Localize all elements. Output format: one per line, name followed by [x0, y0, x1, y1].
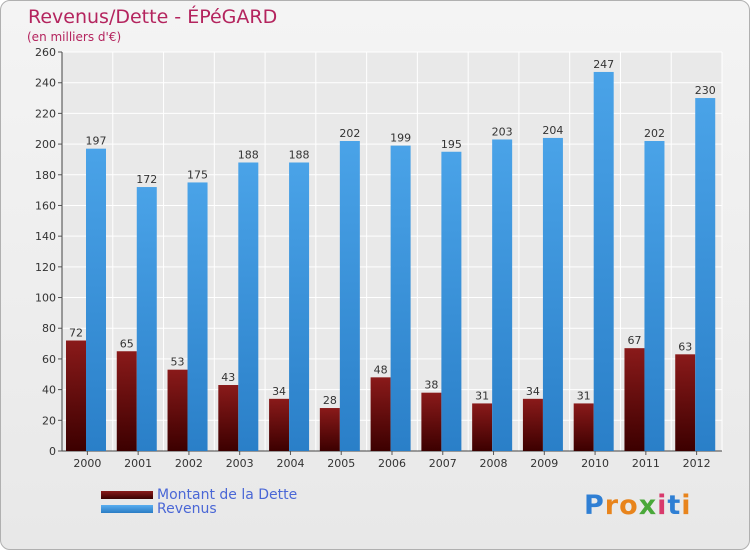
bar-revenus [695, 98, 716, 452]
bar-dette [269, 398, 290, 451]
data-label-revenus: 204 [542, 124, 563, 137]
x-tick-label: 2007 [429, 457, 457, 470]
bar-revenus [187, 182, 208, 451]
bar-dette [421, 392, 442, 451]
data-label-revenus: 172 [136, 173, 157, 186]
y-tick-label: 140 [35, 230, 56, 243]
bar-revenus [339, 141, 360, 451]
data-label-revenus: 197 [86, 135, 107, 148]
data-label-dette: 72 [69, 327, 83, 340]
bar-dette [675, 354, 696, 451]
legend-swatch-revenus [101, 505, 153, 513]
data-label-dette: 31 [577, 389, 591, 402]
bar-revenus [644, 141, 665, 451]
bar-revenus [492, 139, 513, 451]
data-label-dette: 53 [171, 356, 185, 369]
bar-revenus [86, 148, 106, 451]
data-label-dette: 63 [678, 340, 692, 353]
x-tick-label: 2008 [480, 457, 508, 470]
data-label-revenus: 202 [339, 127, 360, 140]
logo-letter: r [604, 490, 620, 521]
data-label-dette: 48 [374, 363, 388, 376]
y-tick-label: 60 [42, 353, 56, 366]
x-tick-label: 2001 [124, 457, 152, 470]
data-label-dette: 65 [120, 337, 134, 350]
y-tick-label: 200 [35, 138, 56, 151]
x-tick-label: 2011 [632, 457, 660, 470]
bar-dette [370, 377, 391, 451]
data-label-revenus: 230 [695, 84, 716, 97]
logo-letter: t [667, 490, 682, 521]
data-label-revenus: 202 [644, 127, 665, 140]
data-label-dette: 28 [323, 394, 337, 407]
bar-dette [116, 351, 137, 451]
logo-letter: i [657, 490, 668, 521]
bar-dette [573, 403, 594, 451]
legend-swatch-dette [101, 491, 153, 499]
x-tick-label: 2009 [530, 457, 558, 470]
data-label-dette: 67 [627, 334, 641, 347]
data-label-revenus: 188 [289, 148, 310, 161]
data-label-dette: 43 [221, 371, 235, 384]
bar-revenus [390, 145, 411, 451]
data-label-dette: 34 [272, 385, 286, 398]
x-tick-label: 2002 [175, 457, 203, 470]
y-tick-label: 0 [49, 445, 56, 458]
x-tick-label: 2010 [581, 457, 609, 470]
data-label-revenus: 203 [492, 125, 513, 138]
x-tick-label: 2005 [327, 457, 355, 470]
bar-dette [624, 348, 645, 451]
bar-dette [167, 369, 188, 451]
y-tick-label: 160 [35, 199, 56, 212]
logo-letter: o [619, 490, 639, 521]
x-tick-label: 2000 [73, 457, 101, 470]
bar-revenus [136, 187, 157, 452]
y-tick-label: 80 [42, 322, 56, 335]
y-tick-label: 180 [35, 169, 56, 182]
data-label-revenus: 175 [187, 168, 208, 181]
logo-letter: i [681, 490, 692, 521]
data-label-dette: 34 [526, 385, 540, 398]
bar-revenus [289, 162, 310, 451]
data-label-revenus: 199 [390, 132, 411, 145]
legend-label-dette: Montant de la Dette [157, 487, 298, 503]
chart-title: Revenus/Dette - ÉPéGARD [28, 6, 278, 28]
proxiti-logo: Proxiti [584, 490, 692, 521]
bar-revenus [593, 71, 614, 451]
bar-dette [66, 340, 86, 451]
bar-revenus [238, 162, 259, 451]
chart-subtitle: (en milliers d'€) [27, 30, 122, 44]
bar-revenus [542, 137, 563, 451]
data-label-dette: 31 [475, 389, 489, 402]
y-tick-label: 260 [35, 46, 56, 59]
data-label-dette: 38 [424, 379, 438, 392]
bar-dette [472, 403, 493, 451]
y-tick-label: 20 [42, 414, 56, 427]
x-tick-label: 2003 [226, 457, 254, 470]
y-tick-label: 100 [35, 292, 56, 305]
x-tick-label: 2004 [276, 457, 304, 470]
legend-label-revenus: Revenus [157, 501, 217, 517]
bar-dette [218, 385, 239, 451]
x-tick-label: 2006 [378, 457, 406, 470]
data-label-revenus: 188 [238, 148, 259, 161]
bar-dette [319, 408, 340, 451]
bar-revenus [441, 151, 462, 451]
bar-dette [522, 398, 543, 451]
y-tick-label: 220 [35, 107, 56, 120]
y-tick-label: 40 [42, 384, 56, 397]
y-tick-label: 120 [35, 261, 56, 274]
logo-letter: x [638, 490, 658, 521]
y-tick-label: 240 [35, 77, 56, 90]
x-tick-label: 2012 [683, 457, 711, 470]
data-label-revenus: 247 [593, 58, 614, 71]
logo-letter: P [584, 490, 605, 521]
legend-item-revenus: Revenus [101, 501, 217, 517]
legend-item-dette: Montant de la Dette [101, 487, 297, 503]
data-label-revenus: 195 [441, 138, 462, 151]
